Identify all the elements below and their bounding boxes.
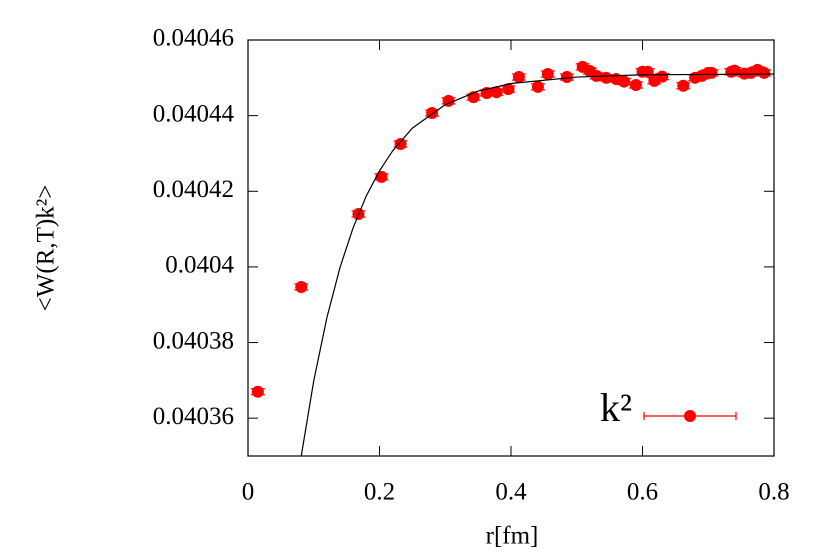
- data-point: [251, 385, 264, 398]
- data-point: [490, 86, 503, 99]
- y-tick-label: 0.04044: [153, 100, 235, 127]
- x-tick-label: 0.8: [758, 479, 789, 506]
- data-point: [375, 170, 388, 183]
- plot-frame: [247, 39, 775, 457]
- legend-label: k²: [600, 385, 632, 430]
- plot-area: [250, 60, 774, 456]
- y-tick-label: 0.0404: [165, 252, 234, 279]
- data-point: [677, 79, 690, 92]
- x-tick-label: 0.6: [627, 479, 658, 506]
- y-tick-label: 0.04042: [153, 176, 234, 203]
- fit-curve: [300, 73, 774, 456]
- data-point: [629, 79, 642, 92]
- data-point: [442, 94, 455, 107]
- y-axis-label: <W(R,T)k²>: [33, 185, 60, 312]
- data-point: [541, 68, 554, 81]
- data-point: [560, 71, 573, 84]
- data-point: [656, 70, 669, 83]
- data-point: [502, 83, 515, 96]
- data-point: [705, 66, 718, 79]
- data-point: [512, 71, 525, 84]
- data-point: [394, 138, 407, 150]
- data-point: [618, 75, 631, 88]
- y-tick-label: 0.04036: [153, 403, 234, 430]
- x-tick-label: 0.4: [495, 479, 527, 506]
- data-point: [295, 280, 308, 293]
- x-axis-label: r[fm]: [486, 523, 539, 550]
- data-point: [600, 71, 613, 84]
- data-point: [531, 80, 544, 93]
- x-tick-label: 0.2: [364, 479, 395, 506]
- y-tick-label: 0.04038: [153, 327, 234, 354]
- data-point: [758, 66, 771, 79]
- y-tick-label: 0.04046: [153, 25, 234, 52]
- x-tick-label: 0: [242, 479, 255, 506]
- data-point: [728, 64, 741, 77]
- legend-swatch: [684, 410, 696, 422]
